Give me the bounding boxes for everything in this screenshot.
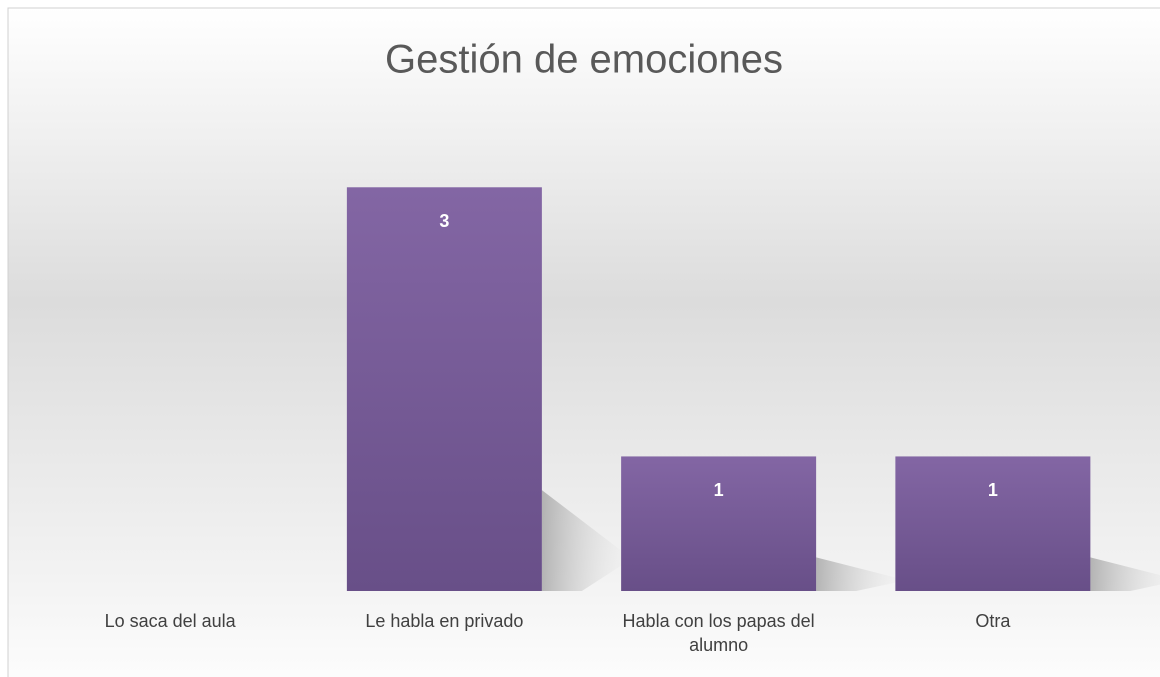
data-label: 1 (988, 480, 998, 500)
bar-shadow (541, 490, 632, 591)
bar-shadow (1090, 557, 1160, 591)
bar (621, 456, 817, 591)
bar (346, 187, 542, 592)
x-tick-label: Habla con los papas del alumno (622, 611, 815, 655)
chart-title: Gestión de emociones (385, 38, 783, 82)
x-tick-label: Otra (975, 611, 1011, 631)
data-label: 3 (439, 211, 449, 231)
data-label: 1 (714, 480, 724, 500)
bar (895, 456, 1091, 591)
bar-shadow (816, 557, 907, 591)
x-tick-label: Lo saca del aula (104, 611, 236, 631)
x-tick-label: Le habla en privado (365, 611, 524, 631)
